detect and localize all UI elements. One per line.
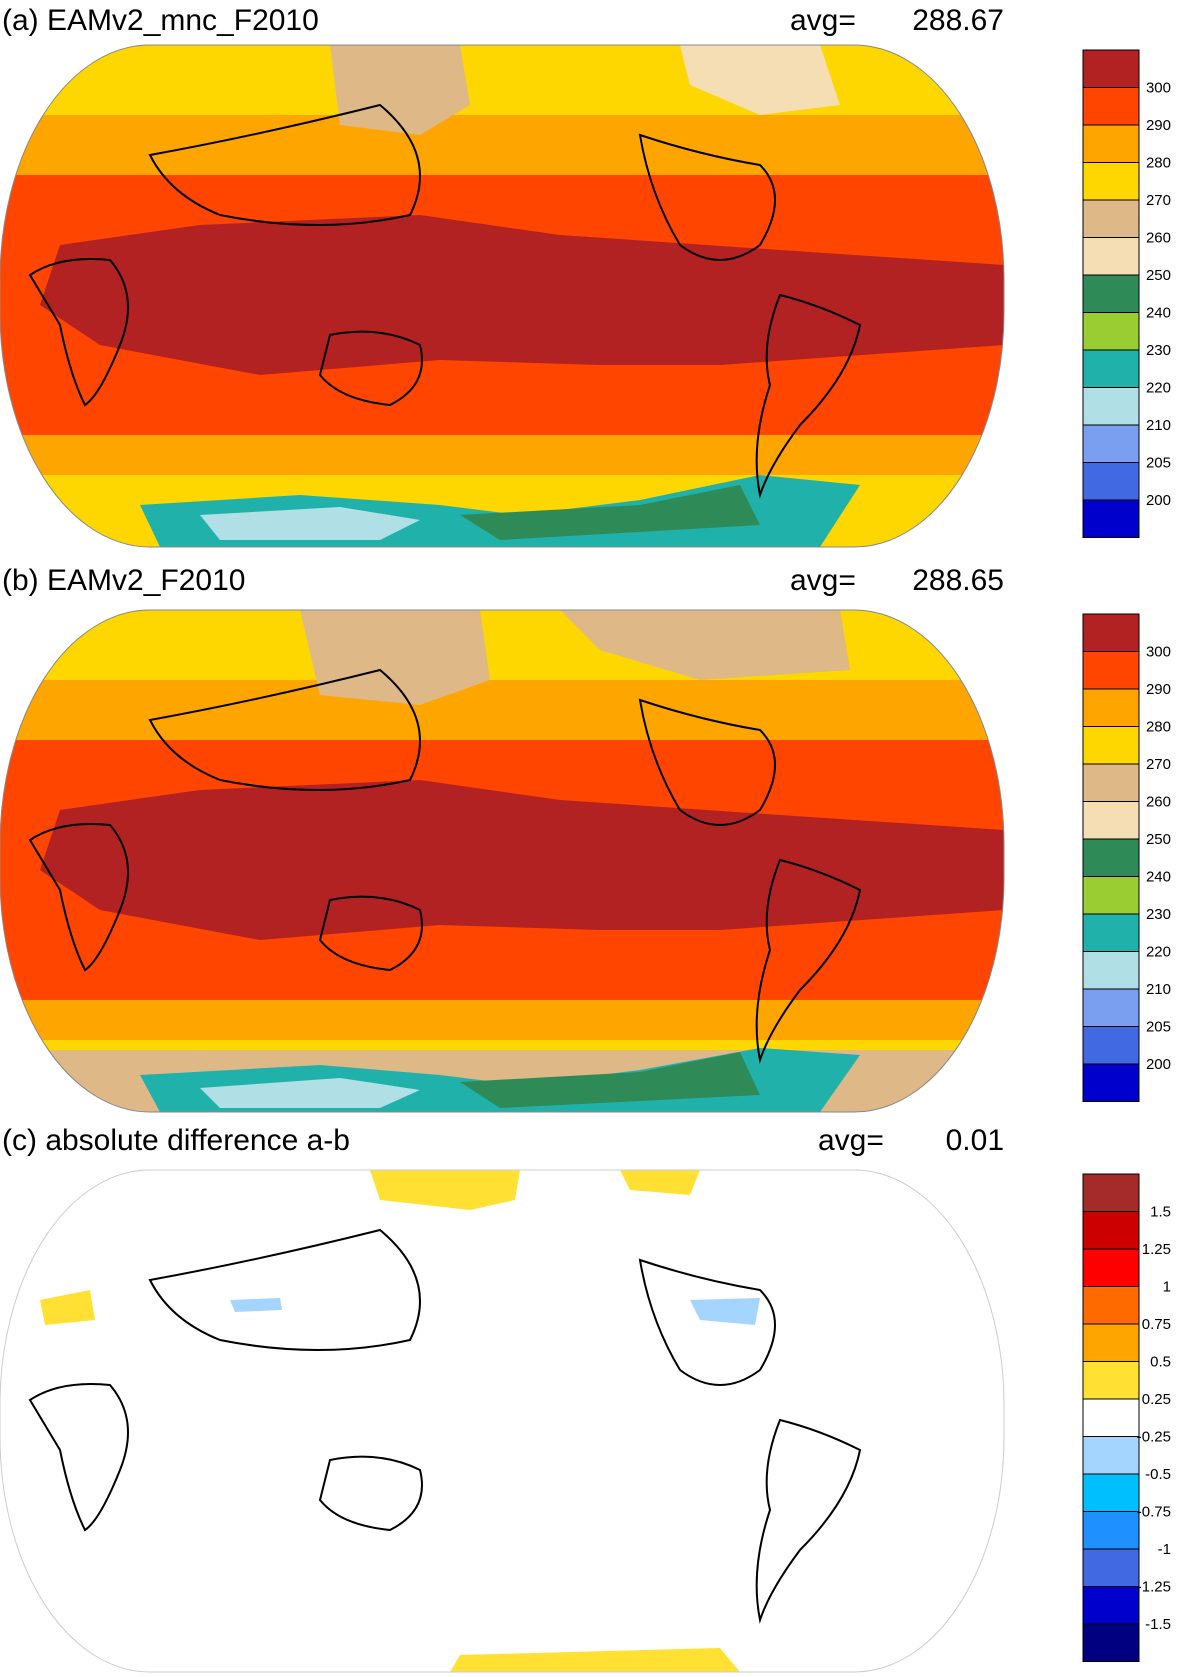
colorbar-b-swatch-4: [1082, 763, 1140, 802]
colorbar-c-swatch-4: [1082, 1323, 1140, 1362]
colorbar-b-label-1: 290: [1146, 681, 1171, 698]
colorbar-a-swatch-5: [1082, 237, 1140, 276]
colorbar-b-label-5: 250: [1146, 831, 1171, 848]
colorbar-b-swatch-7: [1082, 876, 1140, 915]
colorbar-c-label-4: 0.5: [1150, 1354, 1171, 1371]
panel-c: (c) absolute difference a-b avg= 0.01 1.…: [0, 1124, 1171, 1673]
panel-b-map: [0, 610, 1004, 1112]
colorbar-a-swatch-12: [1082, 499, 1140, 538]
colorbar-b-label-3: 270: [1146, 756, 1171, 773]
colorbar-a-swatch-8: [1082, 349, 1140, 388]
colorbar-c-label-7: -0.5: [1145, 1466, 1171, 1483]
colorbar-c-swatch-7: [1082, 1436, 1140, 1475]
colorbar-a-label-2: 280: [1146, 155, 1171, 172]
colorbar-b-swatch-9: [1082, 951, 1140, 990]
colorbar-a-swatch-10: [1082, 424, 1140, 463]
colorbar-b-swatch-3: [1082, 726, 1140, 765]
panel-a-title: (a) EAMv2_mnc_F2010: [2, 4, 319, 37]
colorbar-a-label-4: 260: [1146, 230, 1171, 247]
colorbar-a-label-7: 230: [1146, 342, 1171, 359]
colorbar-b-swatch-1: [1082, 651, 1140, 690]
colorbar-a-swatch-2: [1082, 124, 1140, 163]
colorbar-c-label-10: -1.25: [1137, 1579, 1171, 1596]
panel-a-avg-label: avg=: [790, 4, 856, 37]
colorbar-a-label-10: 205: [1146, 455, 1171, 472]
colorbar-a-swatch-7: [1082, 312, 1140, 351]
panel-b-avg-label: avg=: [790, 564, 856, 597]
colorbar-c-label-5: 0.25: [1142, 1391, 1171, 1408]
coastlines: [28, 103, 862, 1624]
colorbar-b-swatch-6: [1082, 838, 1140, 877]
colorbar-a-swatch-6: [1082, 274, 1140, 313]
panel-b-avg-value: 288.65: [912, 564, 1004, 597]
colorbar-c-swatch-2: [1082, 1248, 1140, 1287]
colorbar-c-label-1: 1.25: [1142, 1241, 1171, 1258]
colorbar-a-label-8: 220: [1146, 380, 1171, 397]
colorbar-a-swatch-11: [1082, 462, 1140, 501]
colorbar-a-label-0: 300: [1146, 80, 1171, 97]
colorbar-c-swatch-1: [1082, 1211, 1140, 1250]
coastline-a: [28, 103, 862, 499]
colorbar-c-label-9: -1: [1158, 1541, 1171, 1558]
colorbar-c-swatch-5: [1082, 1361, 1140, 1400]
panel-c-avg-label: avg=: [818, 1124, 884, 1157]
colorbar-b-label-7: 230: [1146, 906, 1171, 923]
panel-c-title: (c) absolute difference a-b: [2, 1124, 350, 1157]
panel-a-avg-value: 288.67: [912, 4, 1004, 37]
colorbar-a-label-1: 290: [1146, 117, 1171, 134]
colorbar-a-label-5: 250: [1146, 267, 1171, 284]
colorbar-b-label-0: 300: [1146, 644, 1171, 661]
colorbar-c-swatch-11: [1082, 1586, 1140, 1625]
colorbar-c-swatch-0: [1082, 1173, 1140, 1212]
colorbar-a-label-3: 270: [1146, 192, 1171, 209]
colorbar-a-swatch-4: [1082, 199, 1140, 238]
colorbar-c-label-6: -0.25: [1137, 1429, 1171, 1446]
colorbar-b-swatch-12: [1082, 1063, 1140, 1102]
panel-c-map: [0, 1170, 1004, 1672]
panel-a-colorbar: 300 290 280 270 260 250 240 230 220 210 205 200: [1082, 49, 1171, 538]
colorbar-b-swatch-0: [1082, 613, 1140, 652]
colorbar-c-swatch-6: [1082, 1398, 1140, 1437]
panel-a-map: [0, 45, 1004, 547]
colorbar-a-label-9: 210: [1146, 417, 1171, 434]
colorbar-c-label-2: 1: [1163, 1279, 1171, 1296]
panel-a: (a) EAMv2_mnc_F2010 avg= 288.67 300 290 28…: [0, 4, 1171, 548]
colorbar-c-swatch-8: [1082, 1473, 1140, 1512]
coastline-b: [28, 668, 862, 1064]
colorbar-b-swatch-2: [1082, 688, 1140, 727]
colorbar-b-label-4: 260: [1146, 794, 1171, 811]
colorbar-c-swatch-3: [1082, 1286, 1140, 1325]
colorbar-c-label-0: 1.5: [1150, 1204, 1171, 1221]
colorbar-b-label-9: 210: [1146, 981, 1171, 998]
colorbar-b-label-2: 280: [1146, 719, 1171, 736]
panel-b: (b) EAMv2_F2010 avg= 288.65 300 290 280 270…: [0, 564, 1171, 1113]
colorbar-b-swatch-5: [1082, 801, 1140, 840]
colorbar-b-swatch-8: [1082, 913, 1140, 952]
colorbar-c-swatch-12: [1082, 1623, 1140, 1662]
colorbar-a-label-11: 200: [1146, 492, 1171, 509]
colorbar-b-swatch-11: [1082, 1026, 1140, 1065]
colorbar-a-swatch-1: [1082, 87, 1140, 126]
panel-c-colorbar: 1.5 1.25 1 0.75 0.5 0.25 -0.25 -0.5 -0.75 -1 -1.25…: [1082, 1173, 1171, 1662]
colorbar-c-label-3: 0.75: [1142, 1316, 1171, 1333]
panel-b-colorbar: 300 290 280 270 260 250 240 230 220 210 205 200: [1082, 613, 1171, 1102]
colorbar-c-swatch-9: [1082, 1511, 1140, 1550]
colorbar-a-swatch-9: [1082, 387, 1140, 426]
panel-c-avg-value: 0.01: [946, 1124, 1004, 1157]
colorbar-c-label-11: -1.5: [1145, 1616, 1171, 1633]
panel-b-title: (b) EAMv2_F2010: [2, 564, 245, 597]
colorbar-b-label-6: 240: [1146, 869, 1171, 886]
colorbar-c-label-8: -0.75: [1137, 1504, 1171, 1521]
coastline-c: [28, 1228, 862, 1624]
colorbar-a-label-6: 240: [1146, 305, 1171, 322]
colorbar-b-label-11: 200: [1146, 1056, 1171, 1073]
colorbar-b-label-8: 220: [1146, 944, 1171, 961]
colorbar-b-label-10: 205: [1146, 1019, 1171, 1036]
colorbar-b-swatch-10: [1082, 988, 1140, 1027]
colorbar-c-swatch-10: [1082, 1548, 1140, 1587]
colorbar-a-swatch-3: [1082, 162, 1140, 201]
colorbar-a-swatch-0: [1082, 49, 1140, 88]
